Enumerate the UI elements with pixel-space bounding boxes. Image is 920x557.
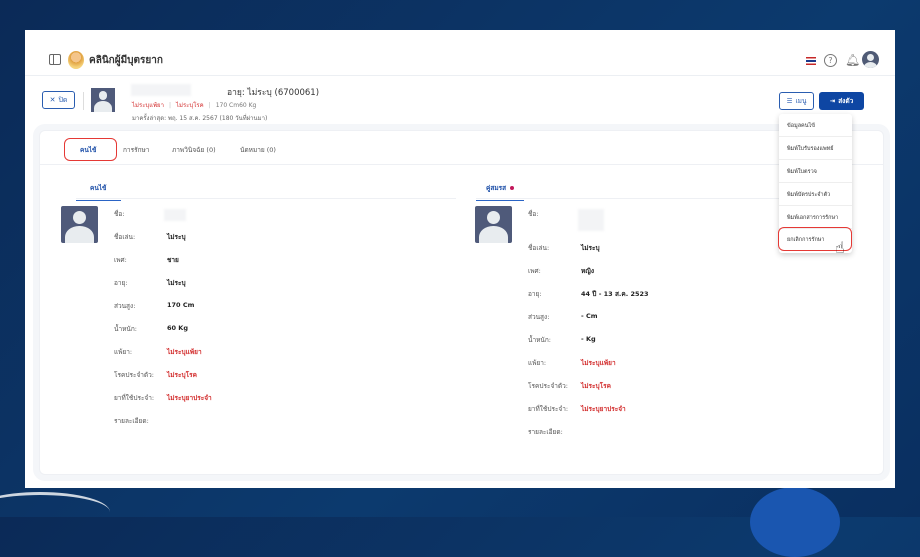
- decorative-circle: [750, 487, 840, 557]
- patient-age: อายุ: ไม่ระบุ (6700061): [227, 88, 320, 98]
- field-label: อายุ:: [114, 279, 128, 287]
- field-value: 60 Kg: [167, 324, 188, 332]
- field-label: ชื่อเล่น:: [528, 244, 550, 252]
- patient-section-title: คนไข้: [76, 183, 121, 201]
- hand-pointer-icon: ☝︎: [835, 238, 845, 257]
- field-label: โรคประจำตัว:: [114, 371, 154, 379]
- field-label: ส่วนสูง:: [114, 302, 136, 310]
- field-value: ไม่ระบุ: [581, 244, 600, 252]
- clinic-logo: [68, 51, 84, 69]
- close-icon: ✕: [49, 96, 56, 104]
- menu-item[interactable]: พิมพ์เอกสารการรักษา: [787, 215, 839, 221]
- field-value: ไม่ระบุแพ้ยา: [167, 348, 202, 356]
- field-label: น้ำหนัก:: [114, 325, 137, 333]
- field-label: ชื่อ:: [528, 210, 539, 218]
- send-button[interactable]: ⇥ ส่งตัว: [819, 92, 864, 110]
- field-label: เพศ:: [528, 267, 541, 275]
- dropdown-menu: ข้อมูลคนไข้พิมพ์ใบรับรองแพทย์พิมพ์ใบตรวจ…: [778, 114, 852, 253]
- divider: [779, 159, 852, 160]
- field-value: 170 Cm: [167, 301, 195, 309]
- thai-flag-icon[interactable]: [806, 57, 816, 65]
- field-label: ชื่อ:: [114, 210, 125, 218]
- tab-bar: คนไข้ การรักษา ภาพวินิจฉัย (0) นัดหมาย (…: [40, 131, 883, 165]
- tab-patient[interactable]: คนไข้: [80, 146, 97, 154]
- field-label: เพศ:: [114, 256, 127, 264]
- tab-treatment[interactable]: การรักษา: [123, 146, 150, 154]
- field-value: ไม่ระบุยาประจำ: [581, 405, 626, 413]
- spouse-name-blurred: [578, 209, 604, 231]
- field-value: ไม่ระบุยาประจำ: [167, 394, 212, 402]
- hamburger-icon: ☰: [786, 97, 793, 105]
- field-value: ไม่ระบุโรค: [581, 382, 611, 390]
- menu-item[interactable]: ยกเลิกการรักษา: [787, 237, 825, 243]
- tab-appointment[interactable]: นัดหมาย (0): [240, 146, 276, 154]
- divider: [779, 182, 852, 183]
- clinic-name: คลินิกผู้มีบุตรยาก: [89, 55, 163, 66]
- field-value: ไม่ระบุ: [167, 279, 186, 287]
- field-value: ชาย: [167, 256, 179, 264]
- tab-highlight: [64, 138, 117, 161]
- menu-item[interactable]: ข้อมูลคนไข้: [787, 123, 816, 129]
- field-label: น้ำหนัก:: [528, 336, 551, 344]
- patient-summary: ไม่ระบุแพ้ยา | ไม่ระบุโรค | 170 Cm60 Kg: [132, 102, 257, 109]
- field-value: ไม่ระบุ: [167, 233, 186, 241]
- divider: [76, 198, 456, 199]
- field-label: โรคประจำตัว:: [528, 382, 568, 390]
- field-label: ยาที่ใช้ประจำ:: [528, 405, 569, 413]
- menu-button[interactable]: ☰ เมนู: [779, 92, 814, 110]
- status-dot: [510, 186, 515, 190]
- menu-item-highlight: [778, 227, 852, 251]
- field-value: หญิง: [581, 267, 594, 275]
- field-label: รายละเอียด:: [114, 417, 149, 425]
- field-label: ชื่อเล่น:: [114, 233, 136, 241]
- app-window: คลินิกผู้มีบุตรยาก ? 🔔︎ ✕ ปิด อายุ: ไม่ระ…: [25, 30, 895, 488]
- field-value: ไม่ระบุโรค: [167, 371, 197, 379]
- field-label: ส่วนสูง:: [528, 313, 550, 321]
- sign-out-icon: ⇥: [829, 97, 836, 105]
- field-label: ยาที่ใช้ประจำ:: [114, 394, 155, 402]
- patient-photo: [91, 88, 115, 112]
- field-label: แพ้ยา:: [528, 359, 547, 367]
- last-visit: มาครั้งล่าสุด: พฤ. 15 ส.ค. 2567 (180 วัน…: [132, 115, 268, 122]
- menu-item[interactable]: พิมพ์ใบรับรองแพทย์: [787, 146, 834, 152]
- close-button[interactable]: ✕ ปิด: [42, 91, 75, 109]
- tab-imaging[interactable]: ภาพวินิจฉัย (0): [172, 146, 216, 154]
- decorative-curve: [0, 492, 110, 532]
- divider: [779, 205, 852, 206]
- content-panel: คนไข้ การรักษา ภาพวินิจฉัย (0) นัดหมาย (…: [39, 130, 884, 475]
- patient-name-blurred: [131, 84, 191, 96]
- divider: [83, 92, 84, 110]
- help-icon[interactable]: ?: [824, 54, 837, 67]
- divider: [476, 198, 796, 199]
- sidebar-toggle-icon[interactable]: [49, 54, 61, 65]
- divider: [779, 136, 852, 137]
- field-label: แพ้ยา:: [114, 348, 133, 356]
- field-value: - Cm: [581, 312, 598, 320]
- field-value: - Kg: [581, 335, 596, 343]
- field-label: อายุ:: [528, 290, 542, 298]
- bell-icon[interactable]: 🔔︎: [845, 53, 861, 67]
- field-value: 44 ปี - 13 ส.ค. 2523: [581, 290, 649, 298]
- patient-avatar: [61, 206, 98, 243]
- menu-item[interactable]: พิมพ์บัตรประจำตัว: [787, 192, 831, 198]
- patient-bar: ✕ ปิด อายุ: ไม่ระบุ (6700061) ไม่ระบุแพ้ย…: [25, 76, 895, 128]
- patient-name-blurred: [164, 209, 186, 221]
- top-header: คลินิกผู้มีบุตรยาก ? 🔔︎: [25, 30, 895, 76]
- field-label: รายละเอียด:: [528, 428, 563, 436]
- menu-item[interactable]: พิมพ์ใบตรวจ: [787, 169, 817, 175]
- spouse-section-title: คู่สมรส: [476, 183, 525, 201]
- divider: [779, 228, 852, 229]
- user-avatar-icon[interactable]: [862, 51, 879, 68]
- spouse-avatar: [475, 206, 512, 243]
- field-value: ไม่ระบุแพ้ยา: [581, 359, 616, 367]
